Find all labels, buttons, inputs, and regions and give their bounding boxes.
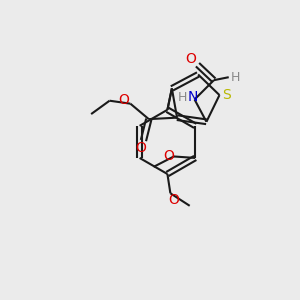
Text: H: H — [177, 91, 187, 103]
Text: O: O — [168, 193, 179, 207]
Text: N: N — [188, 90, 198, 104]
Text: O: O — [118, 93, 129, 107]
Text: S: S — [222, 88, 230, 102]
Text: H: H — [231, 71, 240, 84]
Text: O: O — [163, 149, 174, 164]
Text: O: O — [136, 141, 146, 155]
Text: O: O — [186, 52, 196, 66]
